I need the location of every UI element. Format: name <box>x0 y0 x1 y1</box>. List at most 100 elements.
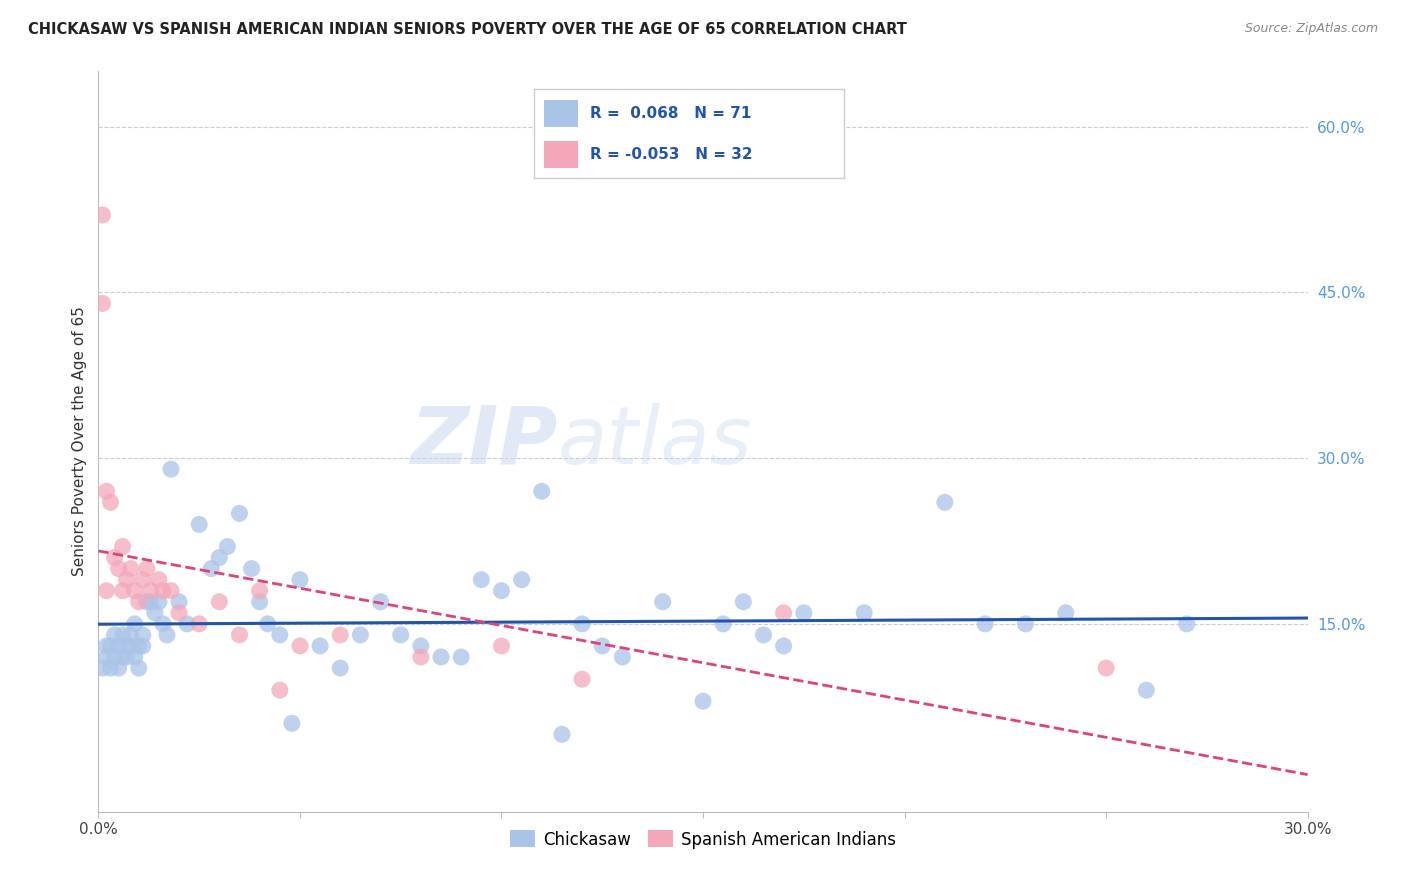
Point <box>103 550 125 565</box>
Point <box>128 661 150 675</box>
Legend: Chickasaw, Spanish American Indians: Chickasaw, Spanish American Indians <box>503 823 903 855</box>
Point <box>124 583 146 598</box>
Point <box>249 583 271 598</box>
Point <box>132 573 155 587</box>
Point <box>139 595 162 609</box>
Point <box>107 661 129 675</box>
Point <box>772 606 794 620</box>
Point <box>167 595 190 609</box>
Point <box>269 683 291 698</box>
Point <box>470 573 492 587</box>
Point <box>349 628 371 642</box>
Point <box>96 650 118 665</box>
Point <box>128 595 150 609</box>
Point <box>974 616 997 631</box>
Point <box>288 573 311 587</box>
Point <box>612 650 634 665</box>
Text: Source: ZipAtlas.com: Source: ZipAtlas.com <box>1244 22 1378 36</box>
Point <box>96 583 118 598</box>
Point <box>107 639 129 653</box>
Point <box>120 639 142 653</box>
Point <box>124 650 146 665</box>
Point <box>1054 606 1077 620</box>
Point <box>115 650 138 665</box>
Point <box>135 561 157 575</box>
Point <box>309 639 332 653</box>
Point <box>228 507 250 521</box>
Point <box>853 606 876 620</box>
Point <box>91 296 114 310</box>
Point <box>96 484 118 499</box>
Point <box>1135 683 1157 698</box>
Point <box>208 550 231 565</box>
Y-axis label: Seniors Poverty Over the Age of 65: Seniors Poverty Over the Age of 65 <box>72 307 87 576</box>
Point <box>100 495 122 509</box>
Point <box>91 661 114 675</box>
Point <box>96 639 118 653</box>
Point <box>772 639 794 653</box>
Point <box>148 573 170 587</box>
Point <box>103 628 125 642</box>
Point <box>152 583 174 598</box>
Text: atlas: atlas <box>558 402 752 481</box>
Point <box>111 540 134 554</box>
Point <box>530 484 553 499</box>
Point <box>91 208 114 222</box>
Point <box>249 595 271 609</box>
Point <box>491 583 513 598</box>
Point <box>329 661 352 675</box>
Point <box>152 616 174 631</box>
Point <box>107 561 129 575</box>
Point <box>228 628 250 642</box>
Point <box>160 583 183 598</box>
Point <box>409 639 432 653</box>
Point <box>135 595 157 609</box>
Point <box>103 650 125 665</box>
Point <box>288 639 311 653</box>
Point <box>329 628 352 642</box>
Point <box>132 639 155 653</box>
Point <box>409 650 432 665</box>
Point <box>752 628 775 642</box>
Point <box>491 639 513 653</box>
Point <box>115 573 138 587</box>
Point <box>733 595 755 609</box>
Point <box>143 606 166 620</box>
Text: CHICKASAW VS SPANISH AMERICAN INDIAN SENIORS POVERTY OVER THE AGE OF 65 CORRELAT: CHICKASAW VS SPANISH AMERICAN INDIAN SEN… <box>28 22 907 37</box>
Point <box>208 595 231 609</box>
Point <box>389 628 412 642</box>
Point <box>692 694 714 708</box>
Point <box>128 639 150 653</box>
Text: ZIP: ZIP <box>411 402 558 481</box>
Point <box>176 616 198 631</box>
Bar <box>544 141 578 168</box>
Point <box>148 595 170 609</box>
Point <box>711 616 734 631</box>
Point <box>571 672 593 686</box>
Point <box>551 727 574 741</box>
Point <box>200 561 222 575</box>
Point <box>651 595 673 609</box>
Point <box>167 606 190 620</box>
Point <box>100 639 122 653</box>
Point <box>370 595 392 609</box>
Point <box>188 616 211 631</box>
Point <box>120 561 142 575</box>
Point <box>111 628 134 642</box>
Point <box>115 639 138 653</box>
Point <box>217 540 239 554</box>
Point <box>188 517 211 532</box>
Point <box>160 462 183 476</box>
Point <box>111 650 134 665</box>
Point <box>281 716 304 731</box>
Bar <box>544 100 578 127</box>
Point <box>100 661 122 675</box>
Point <box>571 616 593 631</box>
Point <box>124 616 146 631</box>
Point <box>430 650 453 665</box>
Point <box>256 616 278 631</box>
Point <box>1175 616 1198 631</box>
Point <box>793 606 815 620</box>
Point <box>510 573 533 587</box>
Text: R =  0.068   N = 71: R = 0.068 N = 71 <box>591 106 751 120</box>
